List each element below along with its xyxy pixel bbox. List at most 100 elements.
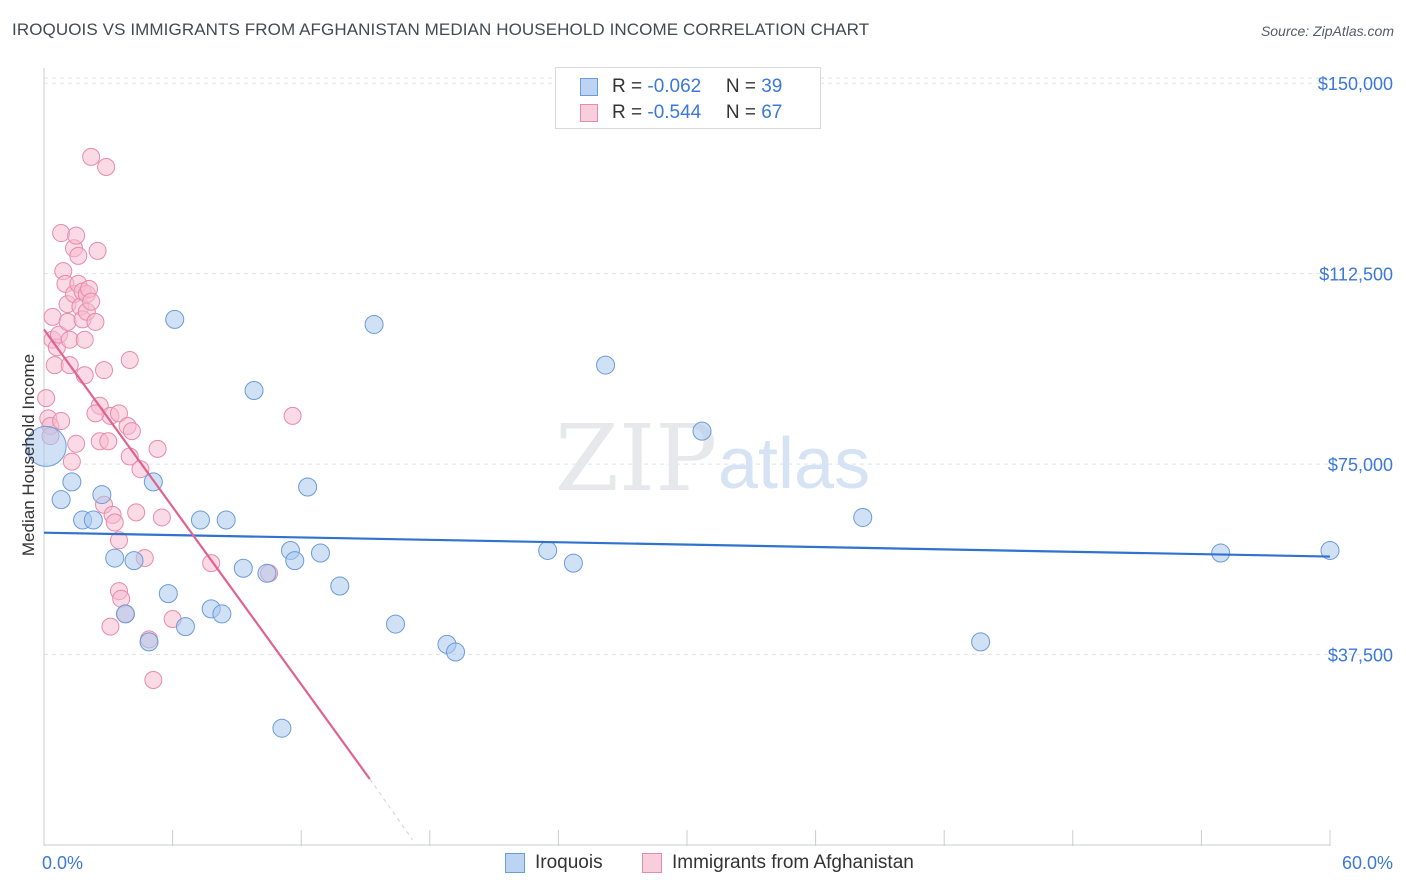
x-tick-label-min: 0.0% <box>42 853 83 873</box>
legend-swatch-iroquois <box>580 78 598 96</box>
y-tick-label: $112,500 <box>1319 265 1393 285</box>
legend-n-label: N = <box>725 76 762 97</box>
iroquois-point <box>298 477 318 497</box>
watermark-atlas: atlas <box>718 424 870 504</box>
afghan-point <box>45 356 64 375</box>
afghan-point <box>99 432 118 451</box>
iroquois-point <box>83 510 103 530</box>
y-axis-label: Median Household Income <box>19 354 38 556</box>
iroquois-point <box>233 558 253 578</box>
afghan-point <box>120 351 139 370</box>
iroquois-point <box>257 563 277 583</box>
afghan-point <box>283 406 302 425</box>
afghan-point <box>131 460 150 479</box>
afghan-point <box>62 452 81 471</box>
bottom-legend-label-iroquois: Iroquois <box>535 852 603 873</box>
iroquois-point <box>330 576 350 596</box>
y-tick-label: $150,000 <box>1318 74 1393 94</box>
legend-r-value: -0.544 <box>647 102 702 123</box>
iroquois-point <box>244 380 264 400</box>
correlation-legend: R = -0.062 N = 39 R = -0.544 N = 67 <box>555 67 821 129</box>
iroquois-point <box>364 314 384 334</box>
watermark: ZIP atlas <box>555 405 870 512</box>
afghan-point <box>69 246 88 265</box>
iroquois-point <box>62 472 82 492</box>
afghan-point <box>82 292 101 311</box>
afghan-point <box>60 330 79 349</box>
iroquois-point <box>1211 543 1231 563</box>
iroquois-point <box>853 507 873 527</box>
iroquois-point <box>115 604 135 624</box>
bottom-legend-label-afghan: Immigrants from Afghanistan <box>672 852 914 873</box>
afghan-trend-line <box>43 328 371 780</box>
afghan-point <box>52 411 71 430</box>
watermark-zip: ZIP <box>555 405 717 512</box>
iroquois-point <box>386 614 406 634</box>
iroquois-point <box>216 510 236 530</box>
afghan-point <box>37 389 56 408</box>
afghan-point <box>122 422 141 441</box>
x-tick-label-max: 60.0% <box>1342 853 1393 873</box>
y-tick-label: $37,500 <box>1328 646 1393 666</box>
iroquois-point <box>25 425 67 467</box>
iroquois-point <box>165 309 185 329</box>
afghan-point <box>67 434 86 453</box>
afghan-point <box>97 158 116 177</box>
iroquois-points <box>25 309 1340 738</box>
chart-title: IROQUOIS VS IMMIGRANTS FROM AFGHANISTAN … <box>12 20 870 39</box>
afghan-point <box>105 513 124 532</box>
afghan-trend-extension <box>369 778 414 841</box>
iroquois-point <box>1320 540 1340 560</box>
legend-r-label: R = <box>612 102 648 123</box>
iroquois-trend-line <box>43 531 1331 558</box>
bottom-legend-swatch-afghan <box>642 853 662 873</box>
afghan-point <box>82 147 101 166</box>
afghan-point <box>52 224 71 243</box>
afghan-point <box>43 307 62 326</box>
afghan-point <box>152 508 171 527</box>
afghan-point <box>148 439 167 458</box>
iroquois-point <box>92 485 112 505</box>
legend-n-value: 67 <box>761 102 783 123</box>
iroquois-point <box>563 553 583 573</box>
afghan-point <box>127 503 146 522</box>
iroquois-point <box>446 642 466 662</box>
legend-n-label: N = <box>725 102 762 123</box>
afghan-point <box>101 617 120 636</box>
y-tick-label: $75,000 <box>1328 455 1393 475</box>
afghan-point <box>75 366 94 385</box>
bottom-legend-swatch-iroquois <box>505 853 525 873</box>
afghan-point <box>144 670 163 689</box>
legend-r-label: R = <box>612 76 648 97</box>
iroquois-point <box>596 355 616 375</box>
afghan-point <box>110 404 129 423</box>
y-tick-labels: $37,500 $75,000 $112,500 $150,000 <box>1318 74 1393 665</box>
afghan-points <box>37 147 302 689</box>
iroquois-point <box>51 490 71 510</box>
afghan-point <box>88 241 107 260</box>
legend-swatch-afghan <box>580 104 598 122</box>
iroquois-point <box>272 718 292 738</box>
iroquois-point <box>971 632 991 652</box>
source-label: Source: ZipAtlas.com <box>1260 23 1394 39</box>
iroquois-point <box>285 551 305 571</box>
iroquois-point <box>692 421 712 441</box>
iroquois-point <box>158 584 178 604</box>
iroquois-point <box>190 510 210 530</box>
afghan-point <box>110 531 129 550</box>
afghan-point <box>58 312 77 331</box>
iroquois-point <box>212 604 232 624</box>
afghan-point <box>67 226 86 245</box>
iroquois-point <box>105 548 125 568</box>
iroquois-point <box>310 543 330 563</box>
legend-r-value: -0.062 <box>647 76 702 97</box>
afghan-point <box>95 361 114 380</box>
afghan-point <box>75 330 94 349</box>
iroquois-point <box>139 632 159 652</box>
trend-lines <box>43 328 1331 841</box>
iroquois-point <box>124 551 144 571</box>
iroquois-point <box>538 540 558 560</box>
afghan-point <box>86 312 105 331</box>
legend-n-value: 39 <box>761 76 783 97</box>
